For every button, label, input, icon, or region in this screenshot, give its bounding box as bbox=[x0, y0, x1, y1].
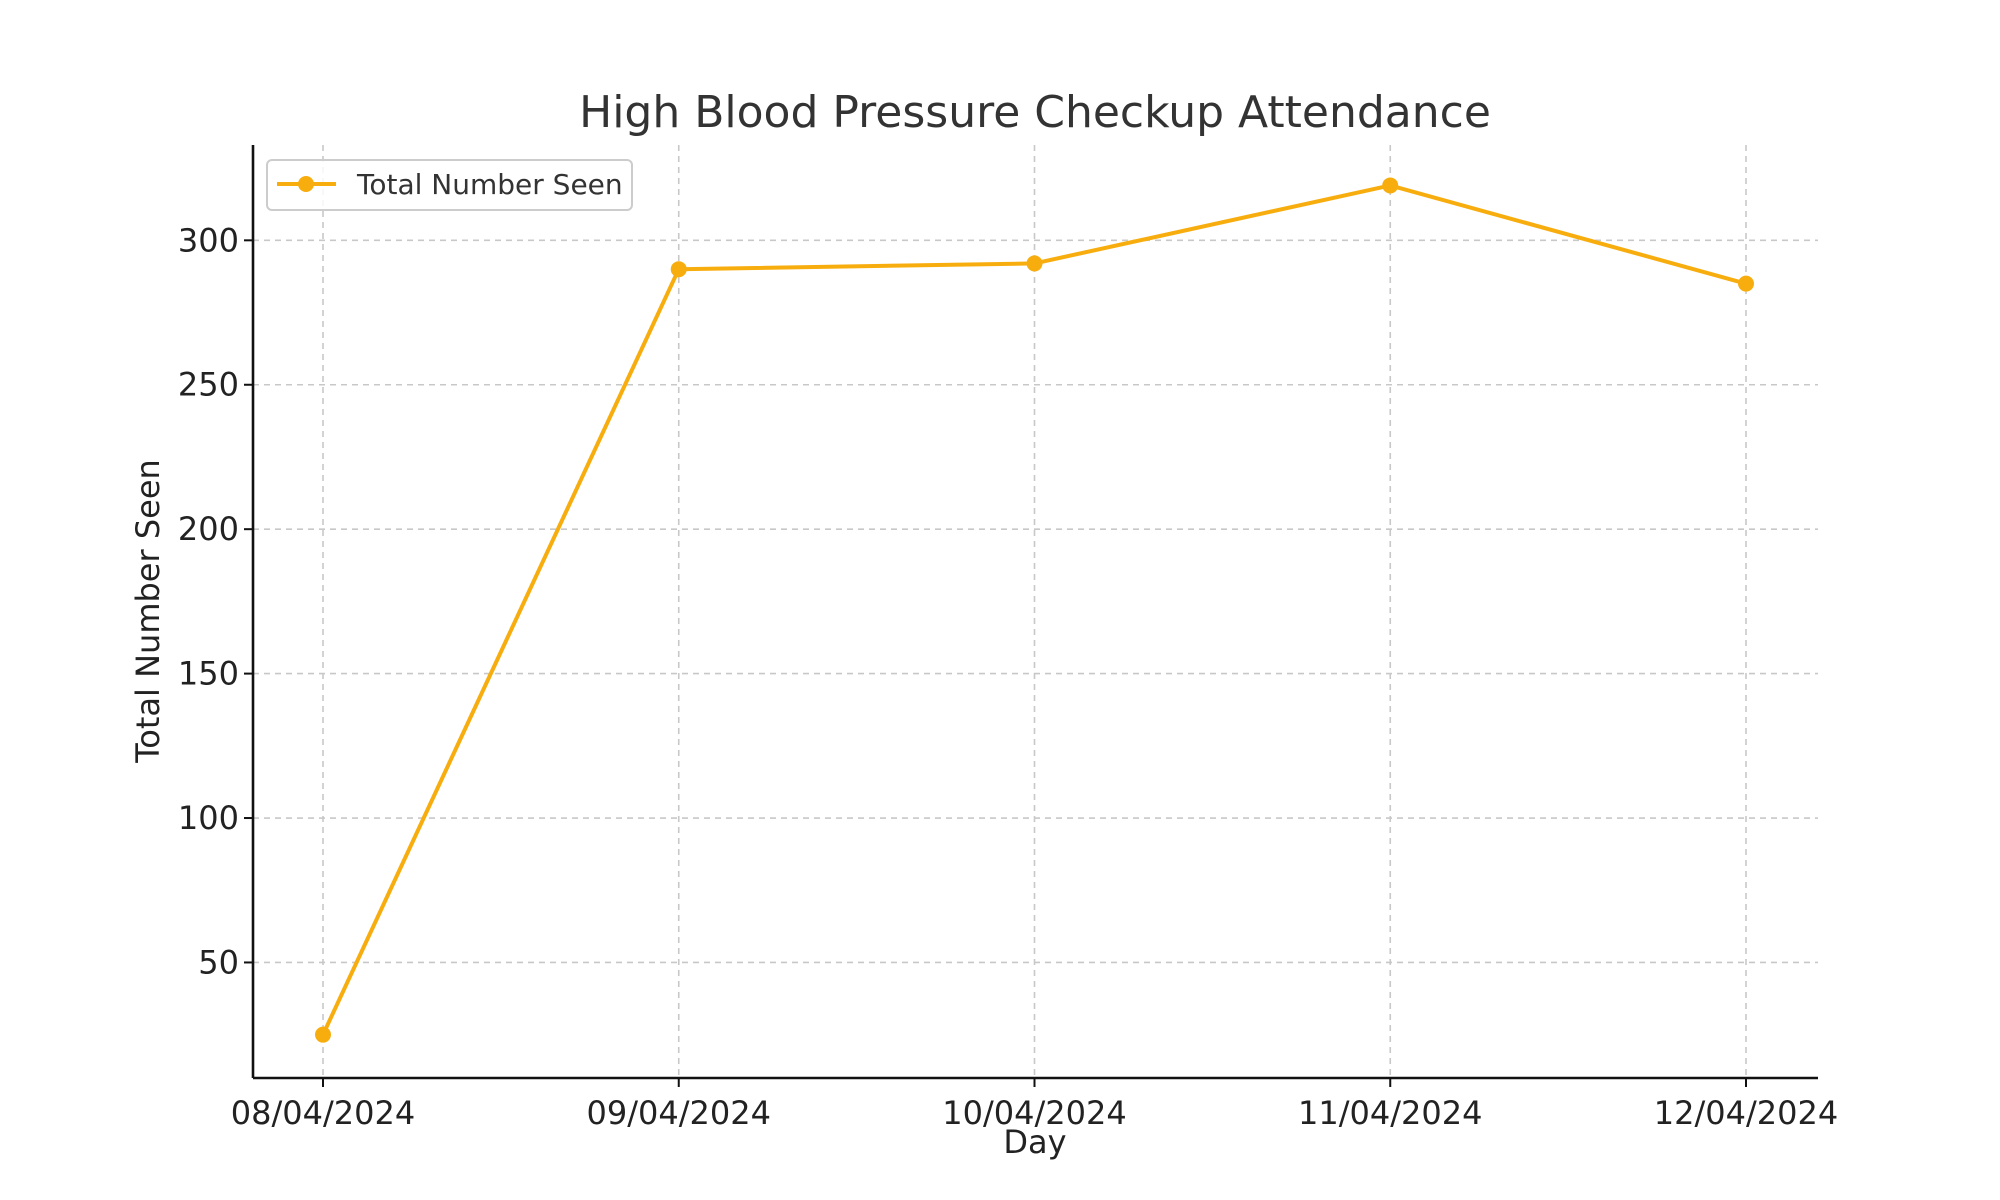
legend-entry-label: Total Number Seen bbox=[356, 168, 623, 201]
y-axis-label: Total Number Seen bbox=[129, 459, 167, 764]
axes bbox=[251, 145, 1818, 1080]
y-tick-label: 100 bbox=[178, 799, 239, 837]
x-tick-label: 10/04/2024 bbox=[942, 1094, 1126, 1132]
tick-labels: 50 100 150 200 250 300 08/04/2024 09/04/2024 10/… bbox=[178, 221, 1838, 1132]
series bbox=[315, 177, 1754, 1043]
grid bbox=[253, 145, 1818, 1078]
x-tick-label: 08/04/2024 bbox=[231, 1094, 415, 1132]
chart-title: High Blood Pressure Checkup Attendance bbox=[579, 87, 1491, 138]
x-axis-label: Day bbox=[1003, 1123, 1066, 1161]
data-point bbox=[670, 261, 687, 278]
x-tick-label: 12/04/2024 bbox=[1654, 1094, 1838, 1132]
legend-box bbox=[266, 159, 633, 211]
x-tick-label: 09/04/2024 bbox=[587, 1094, 771, 1132]
y-tick-label: 150 bbox=[178, 655, 239, 693]
y-tick-label: 300 bbox=[178, 221, 239, 259]
legend: Total Number Seen bbox=[266, 159, 633, 211]
data-point bbox=[1026, 255, 1043, 272]
data-point bbox=[1738, 275, 1754, 292]
y-tick-label: 250 bbox=[178, 366, 239, 404]
y-tick-label: 50 bbox=[198, 943, 239, 981]
y-tick-label: 200 bbox=[178, 510, 239, 548]
data-point bbox=[1382, 177, 1399, 194]
legend-marker bbox=[298, 176, 314, 192]
x-tick-label: 11/04/2024 bbox=[1298, 1094, 1482, 1132]
data-point bbox=[315, 1026, 331, 1043]
